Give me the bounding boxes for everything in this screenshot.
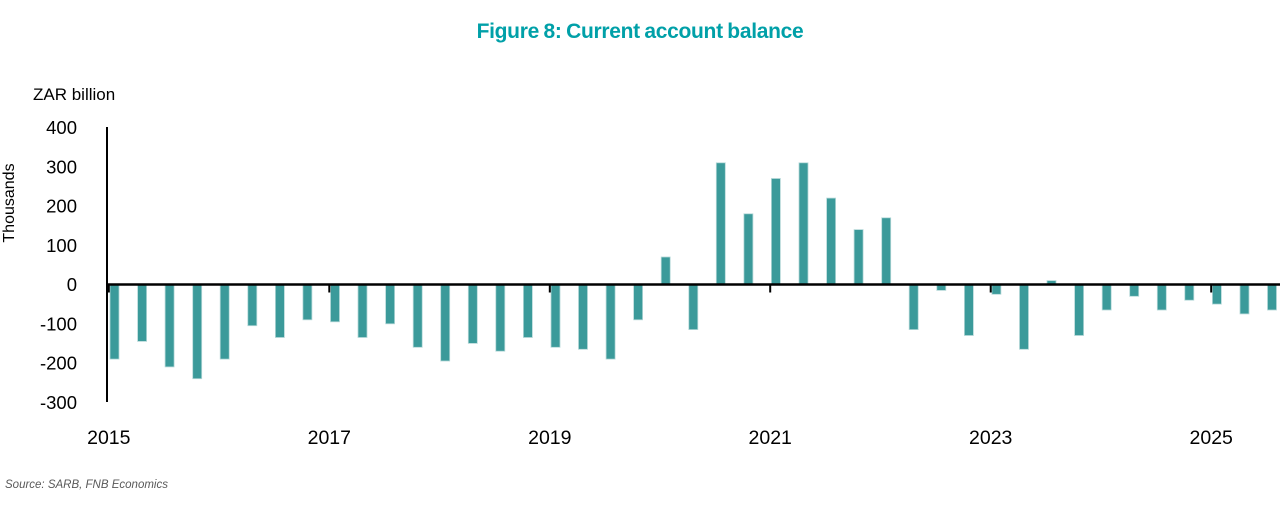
bar: [1074, 284, 1084, 336]
x-tick-label: 2015: [87, 427, 131, 449]
bar: [274, 284, 285, 338]
y-tick-label: -300: [40, 392, 77, 413]
bar: [1267, 284, 1277, 311]
bar: [192, 284, 203, 380]
y-axis-unit-label: ZAR billion: [33, 85, 116, 104]
x-tick-label: 2023: [969, 427, 1012, 449]
bar: [605, 284, 616, 360]
bar: [991, 284, 1002, 295]
x-tick-label: 2017: [308, 427, 351, 449]
x-tick-label: 2025: [1190, 427, 1234, 449]
bar: [633, 284, 643, 321]
bar: [1239, 284, 1250, 315]
bar: [1019, 284, 1029, 350]
bar: [578, 284, 588, 350]
bar: [357, 284, 368, 338]
bar: [881, 217, 892, 285]
source-note: Source: SARB, FNB Economics: [5, 479, 168, 491]
bar: [853, 229, 864, 285]
x-tick-label: 2019: [528, 427, 571, 449]
bar: [1212, 284, 1222, 305]
bar: [743, 213, 754, 285]
x-tick-label: 2021: [749, 427, 792, 449]
bar: [109, 284, 120, 360]
bar: [467, 284, 478, 344]
bar: [330, 284, 340, 323]
bar: [523, 284, 533, 338]
bar: [1156, 284, 1167, 311]
y-tick-label: 200: [46, 196, 77, 217]
bar: [1129, 284, 1140, 297]
bar: [964, 284, 974, 336]
bar: [798, 162, 809, 285]
y-tick-label: 400: [46, 117, 77, 138]
bar: [908, 284, 919, 330]
bar: [1184, 284, 1195, 301]
chart-title: Figure 8: Current account balance: [476, 20, 804, 43]
bar: [660, 256, 671, 285]
bar: [412, 284, 423, 348]
bar: [771, 178, 781, 285]
y-tick-label: 0: [67, 274, 77, 295]
bar: [826, 197, 836, 285]
bar: [219, 284, 230, 360]
bar: [164, 284, 175, 368]
bar: [247, 284, 258, 327]
y-tick-label: 300: [46, 156, 77, 177]
bar: [715, 162, 726, 285]
bar: [1101, 284, 1112, 311]
bar: [688, 284, 699, 330]
y-tick-label: -200: [40, 353, 77, 374]
bar: [385, 284, 396, 325]
y-tick-label: 100: [46, 235, 77, 256]
y-tick-label: -100: [40, 313, 77, 334]
bar: [440, 284, 451, 362]
bar: [495, 284, 506, 352]
bar: [302, 284, 313, 321]
bar: [137, 284, 148, 342]
bar: [550, 284, 561, 348]
